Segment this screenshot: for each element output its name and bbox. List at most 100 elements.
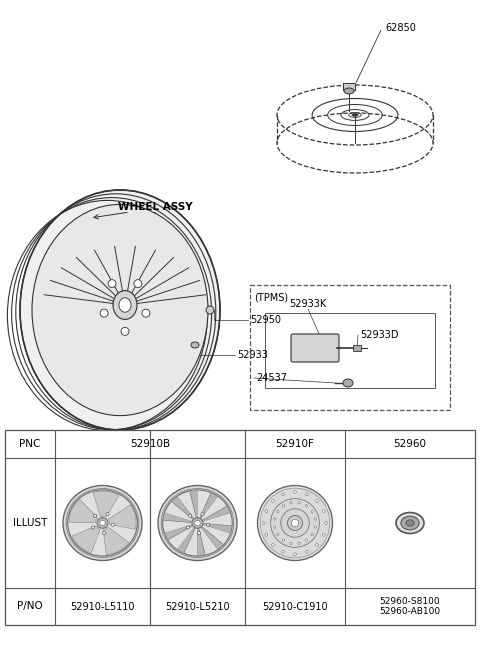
Ellipse shape [294,491,296,493]
Ellipse shape [134,280,142,288]
Ellipse shape [311,533,313,535]
Ellipse shape [191,342,199,348]
Ellipse shape [192,518,203,528]
Ellipse shape [323,533,325,536]
Polygon shape [93,491,119,517]
Ellipse shape [277,533,279,535]
Ellipse shape [316,500,318,503]
Bar [5,430,475,625]
Ellipse shape [121,327,129,336]
Ellipse shape [197,532,201,535]
Ellipse shape [305,539,308,541]
Ellipse shape [282,493,285,495]
Ellipse shape [94,514,96,517]
Ellipse shape [32,204,208,416]
Polygon shape [201,527,223,549]
Ellipse shape [100,520,105,526]
Ellipse shape [113,290,137,319]
Text: 52910-L5210: 52910-L5210 [165,602,230,612]
Text: 52933K: 52933K [289,299,326,309]
Ellipse shape [323,510,325,512]
Ellipse shape [257,486,333,560]
Ellipse shape [406,520,414,526]
Ellipse shape [260,488,330,558]
Text: 52960-S8100
52960-AB100: 52960-S8100 52960-AB100 [379,597,441,616]
Ellipse shape [294,553,296,555]
Polygon shape [163,513,192,522]
Ellipse shape [291,519,299,527]
Ellipse shape [343,379,353,387]
Ellipse shape [265,510,267,512]
Ellipse shape [206,523,210,526]
Text: P/NO: P/NO [17,602,43,612]
Ellipse shape [314,518,316,520]
Ellipse shape [186,526,190,529]
Ellipse shape [111,523,115,526]
Ellipse shape [401,516,419,530]
Ellipse shape [298,542,300,545]
Ellipse shape [396,512,424,533]
Text: (TPMS): (TPMS) [254,292,288,302]
Text: 52910B: 52910B [130,439,170,449]
Ellipse shape [277,510,279,512]
Ellipse shape [142,309,150,317]
Ellipse shape [100,309,108,317]
Ellipse shape [290,542,292,545]
Polygon shape [103,527,129,555]
Ellipse shape [265,533,267,536]
Bar [343,83,355,90]
Polygon shape [203,524,232,533]
Bar [250,285,450,410]
Polygon shape [165,525,192,540]
Polygon shape [203,506,230,521]
Ellipse shape [20,190,220,430]
Text: PNC: PNC [19,439,41,449]
Ellipse shape [306,551,308,553]
Ellipse shape [298,502,300,504]
Ellipse shape [106,512,109,516]
Ellipse shape [66,488,139,558]
Ellipse shape [281,509,309,537]
Ellipse shape [311,510,313,512]
Ellipse shape [189,514,192,517]
Ellipse shape [119,298,131,312]
Polygon shape [108,505,136,530]
Polygon shape [69,499,98,523]
Text: 52933: 52933 [237,350,268,360]
Ellipse shape [306,493,308,495]
Ellipse shape [282,505,285,507]
Ellipse shape [195,520,200,526]
Ellipse shape [108,280,116,288]
Ellipse shape [158,486,237,560]
Ellipse shape [305,505,308,507]
Ellipse shape [274,518,276,520]
Ellipse shape [102,532,106,535]
Ellipse shape [206,306,214,314]
Text: 52910F: 52910F [276,439,314,449]
Ellipse shape [344,88,354,94]
Text: 52950: 52950 [250,315,281,325]
Ellipse shape [201,512,204,516]
Polygon shape [197,528,205,556]
Polygon shape [190,490,197,518]
Ellipse shape [161,488,234,558]
Ellipse shape [97,518,108,528]
Ellipse shape [325,522,327,524]
Bar [265,313,435,388]
Ellipse shape [274,526,276,528]
Ellipse shape [271,499,319,547]
Ellipse shape [314,526,316,528]
Ellipse shape [272,544,274,547]
Text: 24537: 24537 [256,373,287,383]
Text: 52960: 52960 [394,439,427,449]
Ellipse shape [290,502,292,504]
Polygon shape [200,493,218,518]
Ellipse shape [272,500,274,503]
Ellipse shape [163,490,232,556]
Polygon shape [171,497,194,519]
Text: 62850: 62850 [385,23,416,33]
Ellipse shape [91,526,95,529]
Text: 52910-C1910: 52910-C1910 [262,602,328,612]
Text: WHEEL ASSY: WHEEL ASSY [118,202,192,212]
Ellipse shape [288,516,302,530]
